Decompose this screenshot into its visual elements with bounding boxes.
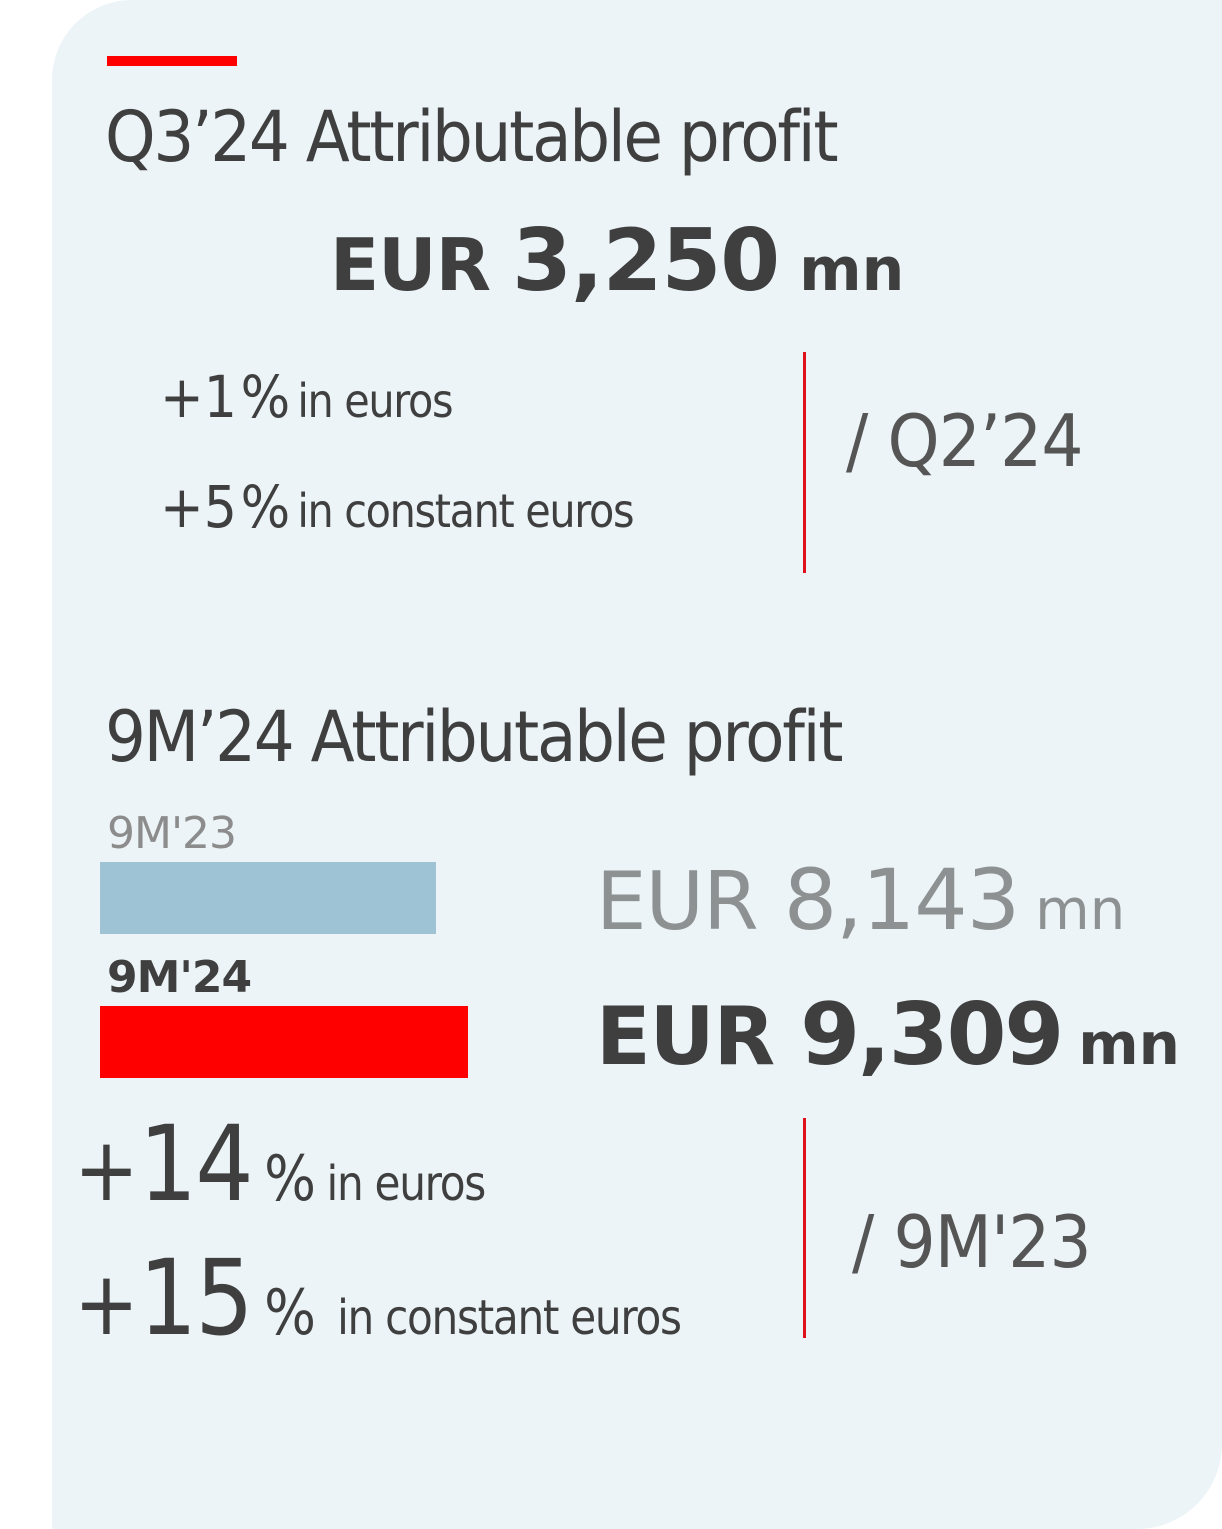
- amount-9m24: EUR 9,309 mn: [596, 992, 1180, 1078]
- quarter-divider: [803, 352, 806, 573]
- amount-currency: EUR: [596, 990, 775, 1083]
- nine-months-divider: [803, 1118, 806, 1338]
- change-desc: in constant euros: [337, 1290, 682, 1346]
- change-value: 1: [203, 363, 237, 431]
- change-value: 14: [138, 1103, 254, 1225]
- change-value: 15: [138, 1237, 254, 1359]
- amount-value: 8,143: [783, 851, 1020, 949]
- change-desc: in euros: [297, 374, 453, 428]
- change-sign: +: [160, 473, 204, 541]
- change-pct: %: [240, 473, 291, 541]
- quarter-currency: EUR: [330, 223, 491, 307]
- accent-bar: [107, 56, 237, 66]
- nine-months-title: 9M’24 Attributable profit: [105, 696, 843, 778]
- nine-months-change-constant: +15% in constant euros: [74, 1246, 682, 1350]
- change-pct: %: [240, 363, 291, 431]
- change-desc: in constant euros: [297, 484, 634, 538]
- bar-9m24: [100, 1006, 468, 1078]
- amount-unit: mn: [1078, 1010, 1180, 1078]
- change-value: 5: [203, 473, 237, 541]
- amount-value: 9,309: [800, 985, 1064, 1085]
- quarter-change-constant: +5% in constant euros: [160, 478, 635, 538]
- change-pct: %: [264, 1142, 316, 1215]
- quarter-value: 3,250: [512, 211, 780, 311]
- change-sign: +: [74, 1252, 139, 1355]
- bar-9m23: [100, 862, 436, 934]
- nine-months-comparison: / 9M'23: [852, 1200, 1092, 1284]
- amount-9m23: EUR 8,143 mn: [596, 858, 1125, 942]
- change-desc: in euros: [326, 1156, 487, 1212]
- nine-months-change-euros: +14% in euros: [74, 1112, 487, 1216]
- change-sign: +: [74, 1118, 139, 1221]
- quarter-change-euros: +1% in euros: [160, 368, 454, 428]
- quarter-unit: mn: [799, 235, 905, 305]
- bar-label-9m23: 9M'23: [107, 808, 237, 859]
- quarter-amount: EUR 3,250 mn: [330, 218, 904, 304]
- profit-card: [52, 0, 1222, 1529]
- quarter-comparison: / Q2’24: [846, 399, 1083, 483]
- quarter-title: Q3’24 Attributable profit: [105, 96, 839, 178]
- bar-label-9m24: 9M'24: [107, 952, 252, 1003]
- change-sign: +: [160, 363, 204, 431]
- change-pct: %: [264, 1276, 316, 1349]
- amount-currency: EUR: [596, 855, 759, 948]
- amount-unit: mn: [1035, 878, 1126, 943]
